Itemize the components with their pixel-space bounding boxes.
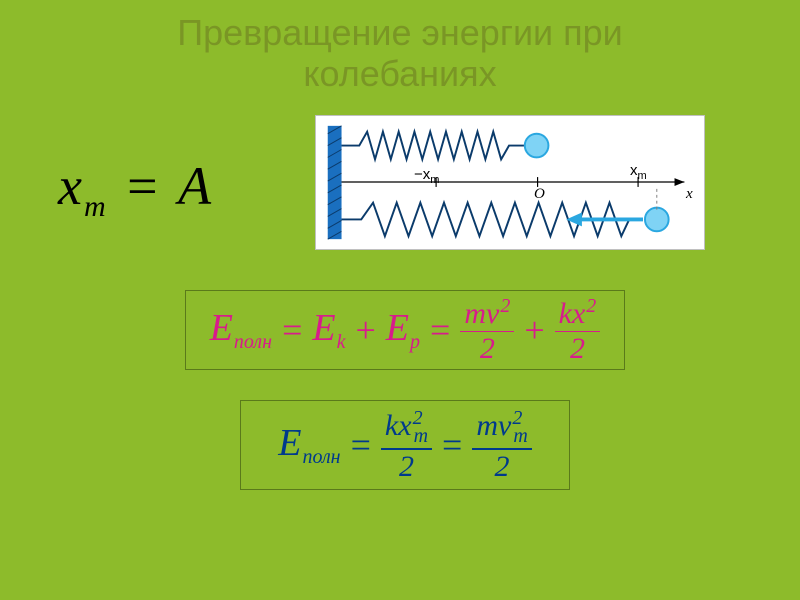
title-line-2: колебаниях — [303, 53, 496, 94]
eq2-frac2: mv2m 2 — [472, 406, 531, 484]
eq2-frac1: kx2m 2 — [381, 406, 432, 484]
eq1-eq2: = — [426, 309, 454, 351]
neg-sub: m — [430, 174, 439, 186]
amplitude-equation: xm = A — [58, 155, 211, 224]
eq2-E: Eполн — [278, 421, 340, 470]
amp-equals: = — [119, 156, 165, 216]
energy-equation-total: Eполн = Ek + Ep = mv2 2 + kx2 2 — [185, 290, 625, 370]
pos-xm-label: xm — [630, 162, 647, 182]
eq1-Ep: Ep — [386, 306, 420, 355]
neg-prefix: − — [414, 166, 423, 183]
axis-label: x — [686, 186, 693, 203]
amp-rhs: A — [178, 156, 211, 216]
energy-equation-max: Eполн = kx2m 2 = mv2m 2 — [240, 400, 570, 490]
amp-var: x — [58, 156, 82, 216]
pos-sub: m — [638, 170, 647, 182]
eq1-frac2: kx2 2 — [555, 294, 601, 367]
eq1-frac1: mv2 2 — [460, 294, 514, 367]
neg-xm-label: −xm — [414, 166, 439, 186]
eq1-E: Eполн — [210, 306, 272, 355]
eq1-plus2: + — [520, 309, 548, 351]
pos-var: x — [630, 162, 638, 179]
diagram-svg — [316, 116, 704, 249]
spring-diagram: −xm xm O x — [315, 115, 705, 250]
amp-sub: m — [82, 190, 106, 223]
eq2-eq1: = — [347, 424, 375, 466]
page-title: Превращение энергии при колебаниях — [0, 0, 800, 95]
eq1-eq1: = — [278, 309, 306, 351]
eq1-plus1: + — [351, 309, 379, 351]
eq2-eq2: = — [438, 424, 466, 466]
eq1-Ek: Ek — [312, 306, 345, 355]
title-line-1: Превращение энергии при — [177, 12, 623, 53]
origin-label: O — [534, 186, 545, 203]
